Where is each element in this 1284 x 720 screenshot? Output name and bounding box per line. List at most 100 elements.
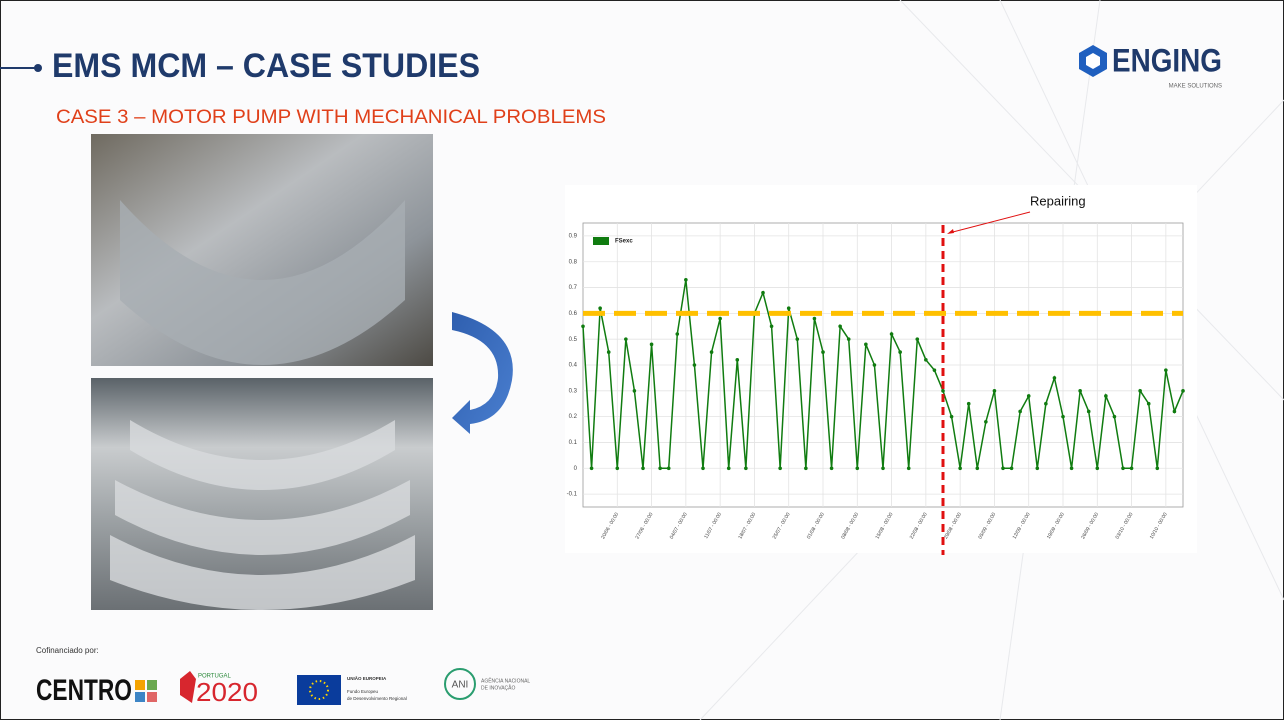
data-point	[1001, 466, 1005, 470]
data-point	[1138, 389, 1142, 393]
data-point	[1173, 410, 1177, 414]
data-point	[1010, 466, 1014, 470]
data-point	[624, 337, 628, 341]
annotation-text: Repairing	[1030, 193, 1086, 208]
data-point	[650, 343, 654, 347]
data-point	[718, 317, 722, 321]
y-tick-label: -0.1	[567, 492, 578, 498]
data-point	[1164, 368, 1168, 372]
data-point	[598, 306, 602, 310]
data-point	[658, 466, 662, 470]
chart-panel	[565, 185, 1197, 553]
centro-square	[147, 680, 157, 690]
data-point	[830, 466, 834, 470]
y-tick-label: 0.2	[569, 414, 578, 420]
eu-label: UNIÃO EUROPEIA	[347, 675, 387, 681]
data-point	[933, 368, 937, 372]
data-point	[710, 350, 714, 354]
y-tick-label: 0.7	[569, 285, 578, 291]
data-point	[744, 466, 748, 470]
data-point	[684, 278, 688, 282]
data-point	[1087, 410, 1091, 414]
data-point	[795, 337, 799, 341]
data-point	[1035, 466, 1039, 470]
legend-swatch	[593, 237, 609, 245]
data-point	[1095, 466, 1099, 470]
data-point	[941, 389, 945, 393]
data-point	[701, 466, 705, 470]
data-point	[898, 350, 902, 354]
ani-logo: ANI	[452, 680, 469, 691]
data-point	[813, 317, 817, 321]
data-point	[641, 466, 645, 470]
data-point	[607, 350, 611, 354]
title-dot	[34, 64, 42, 72]
centro-square	[135, 692, 145, 702]
data-point	[967, 402, 971, 406]
data-point	[873, 363, 877, 367]
eu-fund: de Desenvolvimento Regional	[347, 696, 407, 701]
data-point	[590, 466, 594, 470]
data-point	[615, 466, 619, 470]
logo-tagline: MAKE SOLUTIONS	[1169, 84, 1222, 90]
data-point	[1155, 466, 1159, 470]
y-tick-label: 0.3	[569, 388, 578, 394]
data-point	[727, 466, 731, 470]
data-point	[1053, 376, 1057, 380]
eu-fund: Fundo Europeu	[347, 689, 379, 694]
data-point	[693, 363, 697, 367]
data-point	[1130, 466, 1134, 470]
data-point	[1121, 466, 1125, 470]
data-point	[761, 291, 765, 295]
y-tick-label: 0.5	[569, 337, 578, 343]
y-tick-label: 0.8	[569, 259, 578, 265]
y-tick-label: 0.4	[569, 363, 578, 369]
data-point	[1147, 402, 1151, 406]
data-point	[855, 466, 859, 470]
y-tick-label: 0.6	[569, 311, 578, 317]
slide-title: EMS MCM – CASE STUDIES	[52, 47, 480, 85]
data-point	[864, 343, 868, 347]
data-point	[881, 466, 885, 470]
data-point	[993, 389, 997, 393]
data-point	[633, 389, 637, 393]
data-point	[1104, 394, 1108, 398]
data-point	[915, 337, 919, 341]
data-point	[1078, 389, 1082, 393]
ani-name: DE INOVAÇÃO	[481, 684, 515, 691]
data-point	[1070, 466, 1074, 470]
data-point	[787, 306, 791, 310]
centro-square	[147, 692, 157, 702]
slide-subtitle: CASE 3 – MOTOR PUMP WITH MECHANICAL PROB…	[56, 107, 606, 128]
eu-flag	[297, 675, 341, 705]
data-point	[975, 466, 979, 470]
data-point	[581, 324, 585, 328]
data-point	[735, 358, 739, 362]
data-point	[838, 324, 842, 328]
data-point	[907, 466, 911, 470]
y-tick-label: 0.9	[569, 233, 578, 239]
logo-text: ENGING	[1112, 42, 1222, 78]
data-point	[770, 324, 774, 328]
data-point	[675, 332, 679, 336]
data-point	[847, 337, 851, 341]
data-point	[1044, 402, 1048, 406]
legend-label: FSexc	[615, 239, 633, 245]
data-point	[984, 420, 988, 424]
y-tick-label: 0.1	[569, 440, 578, 446]
data-point	[890, 332, 894, 336]
data-point	[1018, 410, 1022, 414]
data-point	[1113, 415, 1117, 419]
portugal-2020: 2020	[196, 677, 258, 707]
data-point	[778, 466, 782, 470]
footer-label: Cofinanciado por:	[36, 646, 99, 655]
data-point	[1061, 415, 1065, 419]
slide: EMS MCM – CASE STUDIES CASE 3 – MOTOR PU…	[0, 0, 1284, 720]
data-point	[950, 415, 954, 419]
data-point	[1181, 389, 1185, 393]
centro-square	[135, 680, 145, 690]
data-point	[1027, 394, 1031, 398]
data-point	[667, 466, 671, 470]
centro-logo: CENTRO	[36, 674, 132, 707]
ani-name: AGÊNCIA NACIONAL	[481, 676, 530, 684]
